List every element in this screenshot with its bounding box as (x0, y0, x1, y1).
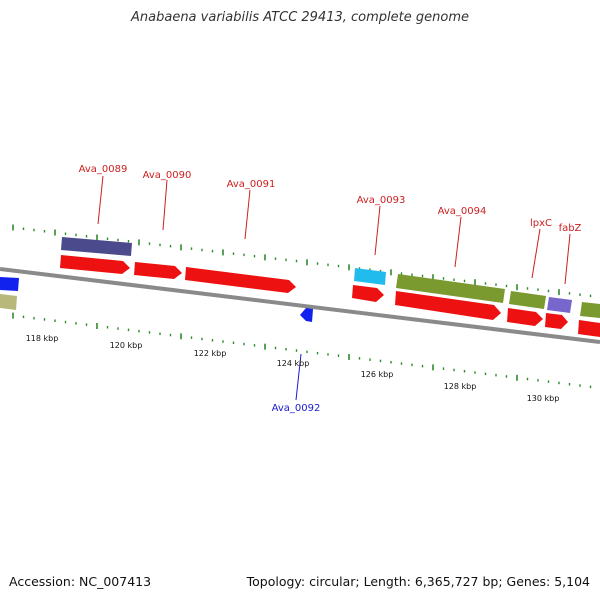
scale-tick-label: 122 kbp (194, 349, 227, 358)
gene-label-leaders (97, 175, 571, 401)
gene-label[interactable]: Ava_0091 (227, 179, 276, 190)
cds-arrow[interactable] (185, 267, 296, 293)
scale-tick-label: 130 kbp (527, 394, 560, 403)
cog-feature[interactable] (61, 237, 132, 256)
cog-feature[interactable] (0, 277, 19, 291)
cog-feature[interactable] (547, 297, 572, 313)
label-leader (374, 205, 381, 256)
label-leader (162, 179, 168, 231)
gene-label[interactable]: Ava_0089 (79, 164, 128, 175)
label-leader (454, 216, 462, 268)
label-leader (531, 228, 541, 279)
cds-track (60, 255, 600, 337)
cds-arrow[interactable] (545, 313, 568, 329)
cds-arrow[interactable] (60, 255, 130, 274)
cog-feature[interactable] (354, 268, 386, 285)
gene-labels: Ava_0089 Ava_0090 Ava_0091 Ava_0092 Ava_… (79, 164, 582, 414)
scale-tick-label: 126 kbp (361, 370, 394, 379)
scale-tick-label: 128 kbp (444, 382, 477, 391)
cog-track (0, 237, 600, 318)
label-leader (244, 189, 251, 240)
genome-backbone (0, 267, 600, 344)
label-leader (295, 353, 302, 401)
scale-tick-label: 124 kbp (277, 359, 310, 368)
label-leader (97, 175, 104, 225)
map-title: Anabaena variabilis ATCC 29413, complete… (131, 10, 469, 25)
accession-text: Accession: NC_007413 (9, 574, 152, 589)
scale-tick-label: 118 kbp (26, 334, 59, 343)
cds-arrow[interactable] (134, 262, 182, 279)
topology-text: Topology: circular; Length: 6,365,727 bp… (246, 574, 590, 589)
label-leader (564, 233, 571, 285)
cds-arrow[interactable] (507, 308, 543, 326)
cds-arrow-reverse[interactable] (300, 308, 313, 322)
gene-label[interactable]: Ava_0094 (438, 206, 487, 217)
cog-feature[interactable] (396, 274, 505, 303)
cds-arrow[interactable] (578, 320, 600, 337)
gene-label[interactable]: lpxC (530, 218, 552, 229)
gene-label[interactable]: Ava_0090 (143, 170, 192, 181)
cog-feature[interactable] (509, 291, 546, 309)
gene-label[interactable]: fabZ (559, 223, 582, 234)
cog-feature[interactable] (0, 294, 17, 310)
gene-label[interactable]: Ava_0092 (272, 403, 321, 414)
scale-tick-label: 120 kbp (110, 341, 143, 350)
cds-arrow[interactable] (352, 285, 384, 302)
gene-label[interactable]: Ava_0093 (357, 195, 406, 206)
cds-arrow[interactable] (395, 291, 501, 320)
reverse-scale-ticks (12, 312, 592, 389)
forward-scale-ticks (12, 224, 592, 298)
cog-feature[interactable] (580, 302, 600, 318)
scale-labels: 118 kbp 120 kbp 122 kbp 124 kbp 126 kbp … (26, 334, 560, 403)
